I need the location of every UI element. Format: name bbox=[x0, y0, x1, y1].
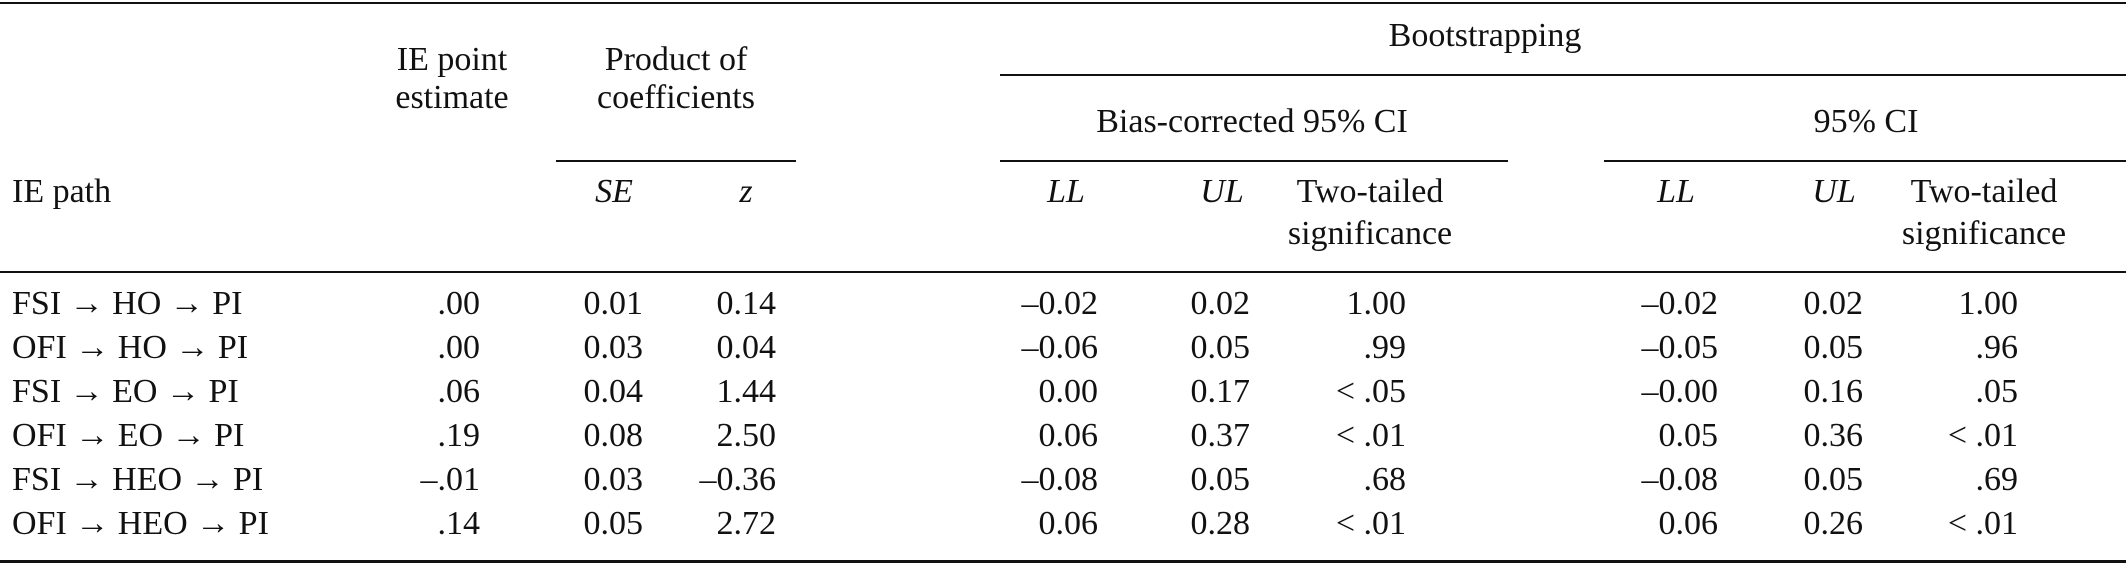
cell-ci-sig: .96 bbox=[1975, 329, 2019, 366]
cell-z: 2.72 bbox=[716, 505, 777, 542]
header-product-line1: Product of bbox=[604, 41, 748, 78]
header-ie-point-line1: IE point bbox=[396, 41, 508, 78]
cell-path: FSI → HEO → PI bbox=[12, 461, 264, 498]
cell-bc-sig: 1.00 bbox=[1346, 285, 1407, 322]
cell-ci-ll: –0.00 bbox=[1641, 373, 1719, 410]
cell-ci-ll: –0.08 bbox=[1641, 461, 1719, 498]
cell-ci-ul: 0.05 bbox=[1803, 461, 1864, 498]
header-ci-sig-line1: Two-tailed bbox=[1910, 173, 2058, 210]
cell-bc-ul: 0.28 bbox=[1190, 505, 1251, 542]
cell-path: OFI → HEO → PI bbox=[12, 505, 269, 542]
cell-bc-ul: 0.17 bbox=[1190, 373, 1251, 410]
header-bc-sig-line2: significance bbox=[1287, 215, 1453, 252]
cell-se: 0.05 bbox=[583, 505, 644, 542]
header-bc-ul: UL bbox=[1200, 173, 1244, 210]
cell-bc-ll: 0.00 bbox=[1038, 373, 1099, 410]
cell-ci-sig: 1.00 bbox=[1958, 285, 2019, 322]
header-ci-ul: UL bbox=[1812, 173, 1856, 210]
header-z: z bbox=[739, 173, 753, 210]
cell-bc-sig: < .01 bbox=[1335, 505, 1406, 542]
header-bottom-rule bbox=[0, 271, 2126, 273]
cell-estimate: .00 bbox=[437, 285, 481, 322]
cell-path: OFI → HO → PI bbox=[12, 329, 249, 366]
cell-ci-ll: –0.02 bbox=[1641, 285, 1719, 322]
cell-bc-sig: < .01 bbox=[1335, 417, 1406, 454]
cell-bc-ul: 0.05 bbox=[1190, 461, 1251, 498]
header-se: SE bbox=[595, 173, 633, 210]
cell-z: 2.50 bbox=[716, 417, 777, 454]
header-bootstrapping: Bootstrapping bbox=[1388, 17, 1582, 54]
cell-se: 0.03 bbox=[583, 461, 644, 498]
ci95-rule bbox=[1604, 160, 2126, 162]
cell-bc-sig: .99 bbox=[1363, 329, 1407, 366]
cell-ci-ul: 0.05 bbox=[1803, 329, 1864, 366]
top-rule bbox=[0, 2, 2126, 4]
header-ie-point-line2: estimate bbox=[395, 79, 509, 116]
header-ie-path: IE path bbox=[12, 173, 112, 210]
bias-corrected-rule bbox=[1000, 160, 1508, 162]
cell-estimate: –.01 bbox=[420, 461, 481, 498]
cell-ci-ul: 0.16 bbox=[1803, 373, 1864, 410]
cell-se: 0.08 bbox=[583, 417, 644, 454]
cell-ci-sig: .69 bbox=[1975, 461, 2019, 498]
bottom-rule bbox=[0, 560, 2126, 563]
cell-estimate: .00 bbox=[437, 329, 481, 366]
cell-bc-ul: 0.02 bbox=[1190, 285, 1251, 322]
cell-ci-ll: 0.05 bbox=[1658, 417, 1719, 454]
header-bc-sig-line1: Two-tailed bbox=[1296, 173, 1444, 210]
cell-bc-ul: 0.05 bbox=[1190, 329, 1251, 366]
header-ci95: 95% CI bbox=[1813, 103, 1919, 140]
cell-ci-ll: –0.05 bbox=[1641, 329, 1719, 366]
cell-bc-ll: 0.06 bbox=[1038, 417, 1099, 454]
cell-ci-sig: < .01 bbox=[1947, 505, 2018, 542]
header-ci-sig-line2: significance bbox=[1901, 215, 2067, 252]
cell-bc-sig: .68 bbox=[1363, 461, 1407, 498]
cell-path: FSI → EO → PI bbox=[12, 373, 239, 410]
cell-se: 0.04 bbox=[583, 373, 644, 410]
cell-estimate: .19 bbox=[437, 417, 481, 454]
cell-bc-sig: < .05 bbox=[1335, 373, 1406, 410]
cell-z: 0.14 bbox=[716, 285, 777, 322]
cell-estimate: .14 bbox=[437, 505, 481, 542]
cell-ci-ul: 0.36 bbox=[1803, 417, 1864, 454]
header-bias-corrected: Bias-corrected 95% CI bbox=[1096, 103, 1408, 140]
cell-ci-sig: < .01 bbox=[1947, 417, 2018, 454]
bootstrapping-rule bbox=[1000, 74, 2126, 76]
cell-ci-ul: 0.26 bbox=[1803, 505, 1864, 542]
cell-z: 0.04 bbox=[716, 329, 777, 366]
cell-se: 0.01 bbox=[583, 285, 644, 322]
cell-bc-ll: –0.08 bbox=[1021, 461, 1099, 498]
cell-path: OFI → EO → PI bbox=[12, 417, 245, 454]
cell-ci-ll: 0.06 bbox=[1658, 505, 1719, 542]
cell-bc-ll: –0.06 bbox=[1021, 329, 1099, 366]
cell-ci-sig: .05 bbox=[1975, 373, 2019, 410]
cell-z: 1.44 bbox=[716, 373, 777, 410]
cell-ci-ul: 0.02 bbox=[1803, 285, 1864, 322]
product-rule bbox=[556, 160, 796, 162]
cell-bc-ll: 0.06 bbox=[1038, 505, 1099, 542]
cell-se: 0.03 bbox=[583, 329, 644, 366]
cell-bc-ll: –0.02 bbox=[1021, 285, 1099, 322]
header-product-line2: coefficients bbox=[597, 79, 755, 116]
header-ci-ll: LL bbox=[1657, 173, 1695, 210]
cell-bc-ul: 0.37 bbox=[1190, 417, 1251, 454]
cell-path: FSI → HO → PI bbox=[12, 285, 243, 322]
cell-estimate: .06 bbox=[437, 373, 481, 410]
header-bc-ll: LL bbox=[1047, 173, 1085, 210]
cell-z: –0.36 bbox=[699, 461, 777, 498]
